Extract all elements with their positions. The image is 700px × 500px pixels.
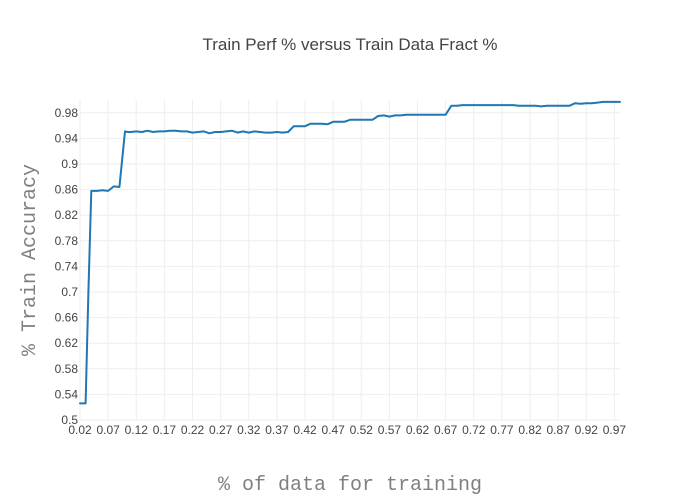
x-tick-label: 0.82: [518, 423, 542, 437]
x-tick-label: 0.77: [490, 423, 514, 437]
x-gridlines: [79, 100, 615, 420]
y-tick-label: 0.94: [55, 131, 79, 145]
series-line: [79, 100, 621, 405]
y-tick-label: 0.78: [55, 234, 79, 248]
x-tick-label: 0.47: [321, 423, 345, 437]
y-tick-label: 0.58: [55, 362, 79, 376]
x-axis-title: % of data for training: [218, 474, 482, 497]
series-layer: [79, 100, 621, 405]
x-tick-label: 0.67: [434, 423, 458, 437]
y-tick-label: 0.62: [55, 336, 79, 350]
y-tick-label: 0.5: [61, 413, 78, 427]
x-tick-label: 0.72: [462, 423, 486, 437]
x-tick-label: 0.97: [603, 423, 627, 437]
x-tick-label: 0.07: [96, 423, 120, 437]
y-tick-label: 0.86: [55, 183, 79, 197]
x-tick-label: 0.37: [265, 423, 289, 437]
x-tick-label: 0.62: [406, 423, 430, 437]
y-tick-label: 0.82: [55, 208, 79, 222]
y-tick-labels: 0.5 0.54 0.58 0.62 0.66 0.7 0.74 0.78 0.82 0.86 0.…: [55, 106, 79, 427]
y-tick-label: 0.9: [61, 157, 78, 171]
y-axis-title: % Train Accuracy: [19, 164, 42, 356]
y-tick-label: 0.98: [55, 106, 79, 120]
y-gridlines: [80, 112, 620, 421]
x-tick-label: 0.57: [378, 423, 402, 437]
y-tick-label: 0.7: [61, 285, 78, 299]
x-tick-label: 0.22: [181, 423, 205, 437]
x-tick-label: 0.27: [209, 423, 233, 437]
x-tick-labels: 0.02 0.07 0.12 0.17 0.22 0.27 0.32 0.37 0.42 0.47…: [68, 423, 626, 437]
x-tick-label: 0.42: [293, 423, 317, 437]
chart-title: Train Perf % versus Train Data Fract %: [202, 35, 497, 54]
x-tick-label: 0.92: [575, 423, 599, 437]
y-tick-label: 0.74: [55, 259, 79, 273]
x-tick-label: 0.17: [153, 423, 177, 437]
x-tick-label: 0.52: [350, 423, 374, 437]
x-tick-label: 0.87: [546, 423, 570, 437]
x-tick-label: 0.12: [125, 423, 149, 437]
y-tick-label: 0.66: [55, 311, 79, 325]
x-tick-label: 0.02: [68, 423, 92, 437]
y-tick-label: 0.54: [55, 387, 79, 401]
x-tick-label: 0.32: [237, 423, 261, 437]
